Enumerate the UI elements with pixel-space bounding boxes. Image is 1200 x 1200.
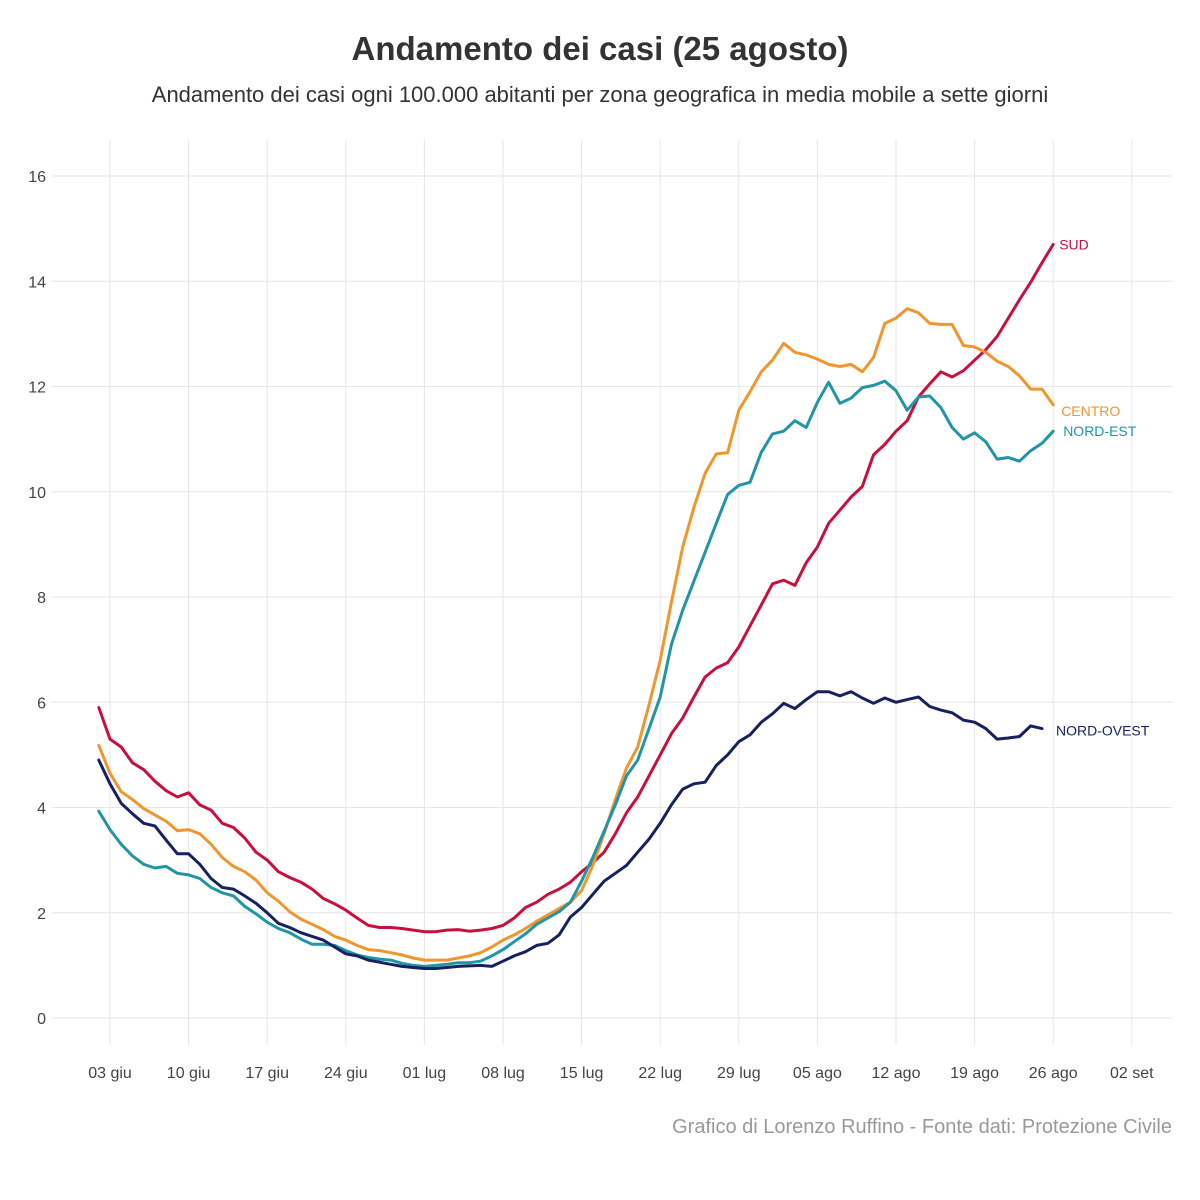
tick-layer: 0 2 4 6 8 10 12 14 16 03 giu 10 giu 17 giu 24 giu 01 … bbox=[28, 169, 1154, 1082]
x-tick-label: 02 set bbox=[1110, 1065, 1154, 1082]
series-line-centro bbox=[97, 307, 1055, 962]
series-label-sud: SUD bbox=[1059, 236, 1089, 252]
x-tick-label: 01 lug bbox=[403, 1065, 447, 1082]
series-label-nord-ovest: NORD-OVEST bbox=[1056, 723, 1150, 739]
series-layer bbox=[97, 242, 1055, 970]
x-tick-label: 26 ago bbox=[1029, 1065, 1078, 1082]
x-tick-label: 15 lug bbox=[560, 1065, 604, 1082]
x-tick-label: 19 ago bbox=[950, 1065, 999, 1082]
y-tick-label: 12 bbox=[28, 380, 46, 397]
x-tick-label: 08 lug bbox=[481, 1065, 525, 1082]
series-label-centro: CENTRO bbox=[1061, 403, 1120, 419]
x-tick-label: 12 ago bbox=[872, 1065, 921, 1082]
x-tick-label: 22 lug bbox=[638, 1065, 682, 1082]
y-tick-label: 16 bbox=[28, 169, 46, 186]
chart-title: Andamento dei casi (25 agosto) bbox=[351, 30, 849, 67]
y-tick-label: 4 bbox=[37, 801, 46, 818]
y-tick-label: 8 bbox=[37, 590, 46, 607]
series-line-nord-est bbox=[97, 379, 1055, 968]
y-tick-label: 10 bbox=[28, 485, 46, 502]
y-tick-label: 0 bbox=[37, 1011, 46, 1028]
series-label-nord-est: NORD-EST bbox=[1063, 423, 1137, 439]
grid-layer bbox=[52, 140, 1172, 1045]
source-note: Grafico di Lorenzo Ruffino - Fonte dati:… bbox=[672, 1116, 1172, 1138]
x-tick-label: 10 giu bbox=[167, 1065, 211, 1082]
series-line-nord-ovest bbox=[97, 690, 1044, 970]
series-line-sud bbox=[97, 242, 1055, 934]
y-tick-label: 6 bbox=[37, 695, 46, 712]
x-tick-label: 24 giu bbox=[324, 1065, 368, 1082]
x-tick-label: 17 giu bbox=[245, 1065, 289, 1082]
chart-subtitle: Andamento dei casi ogni 100.000 abitanti… bbox=[151, 82, 1049, 107]
x-tick-label: 29 lug bbox=[717, 1065, 761, 1082]
series-label-layer: SUD CENTRO NORD-EST NORD-OVEST bbox=[1056, 236, 1150, 738]
x-tick-label: 05 ago bbox=[793, 1065, 842, 1082]
y-tick-label: 14 bbox=[28, 274, 46, 291]
x-tick-label: 03 giu bbox=[88, 1065, 132, 1082]
y-tick-label: 2 bbox=[37, 906, 46, 923]
